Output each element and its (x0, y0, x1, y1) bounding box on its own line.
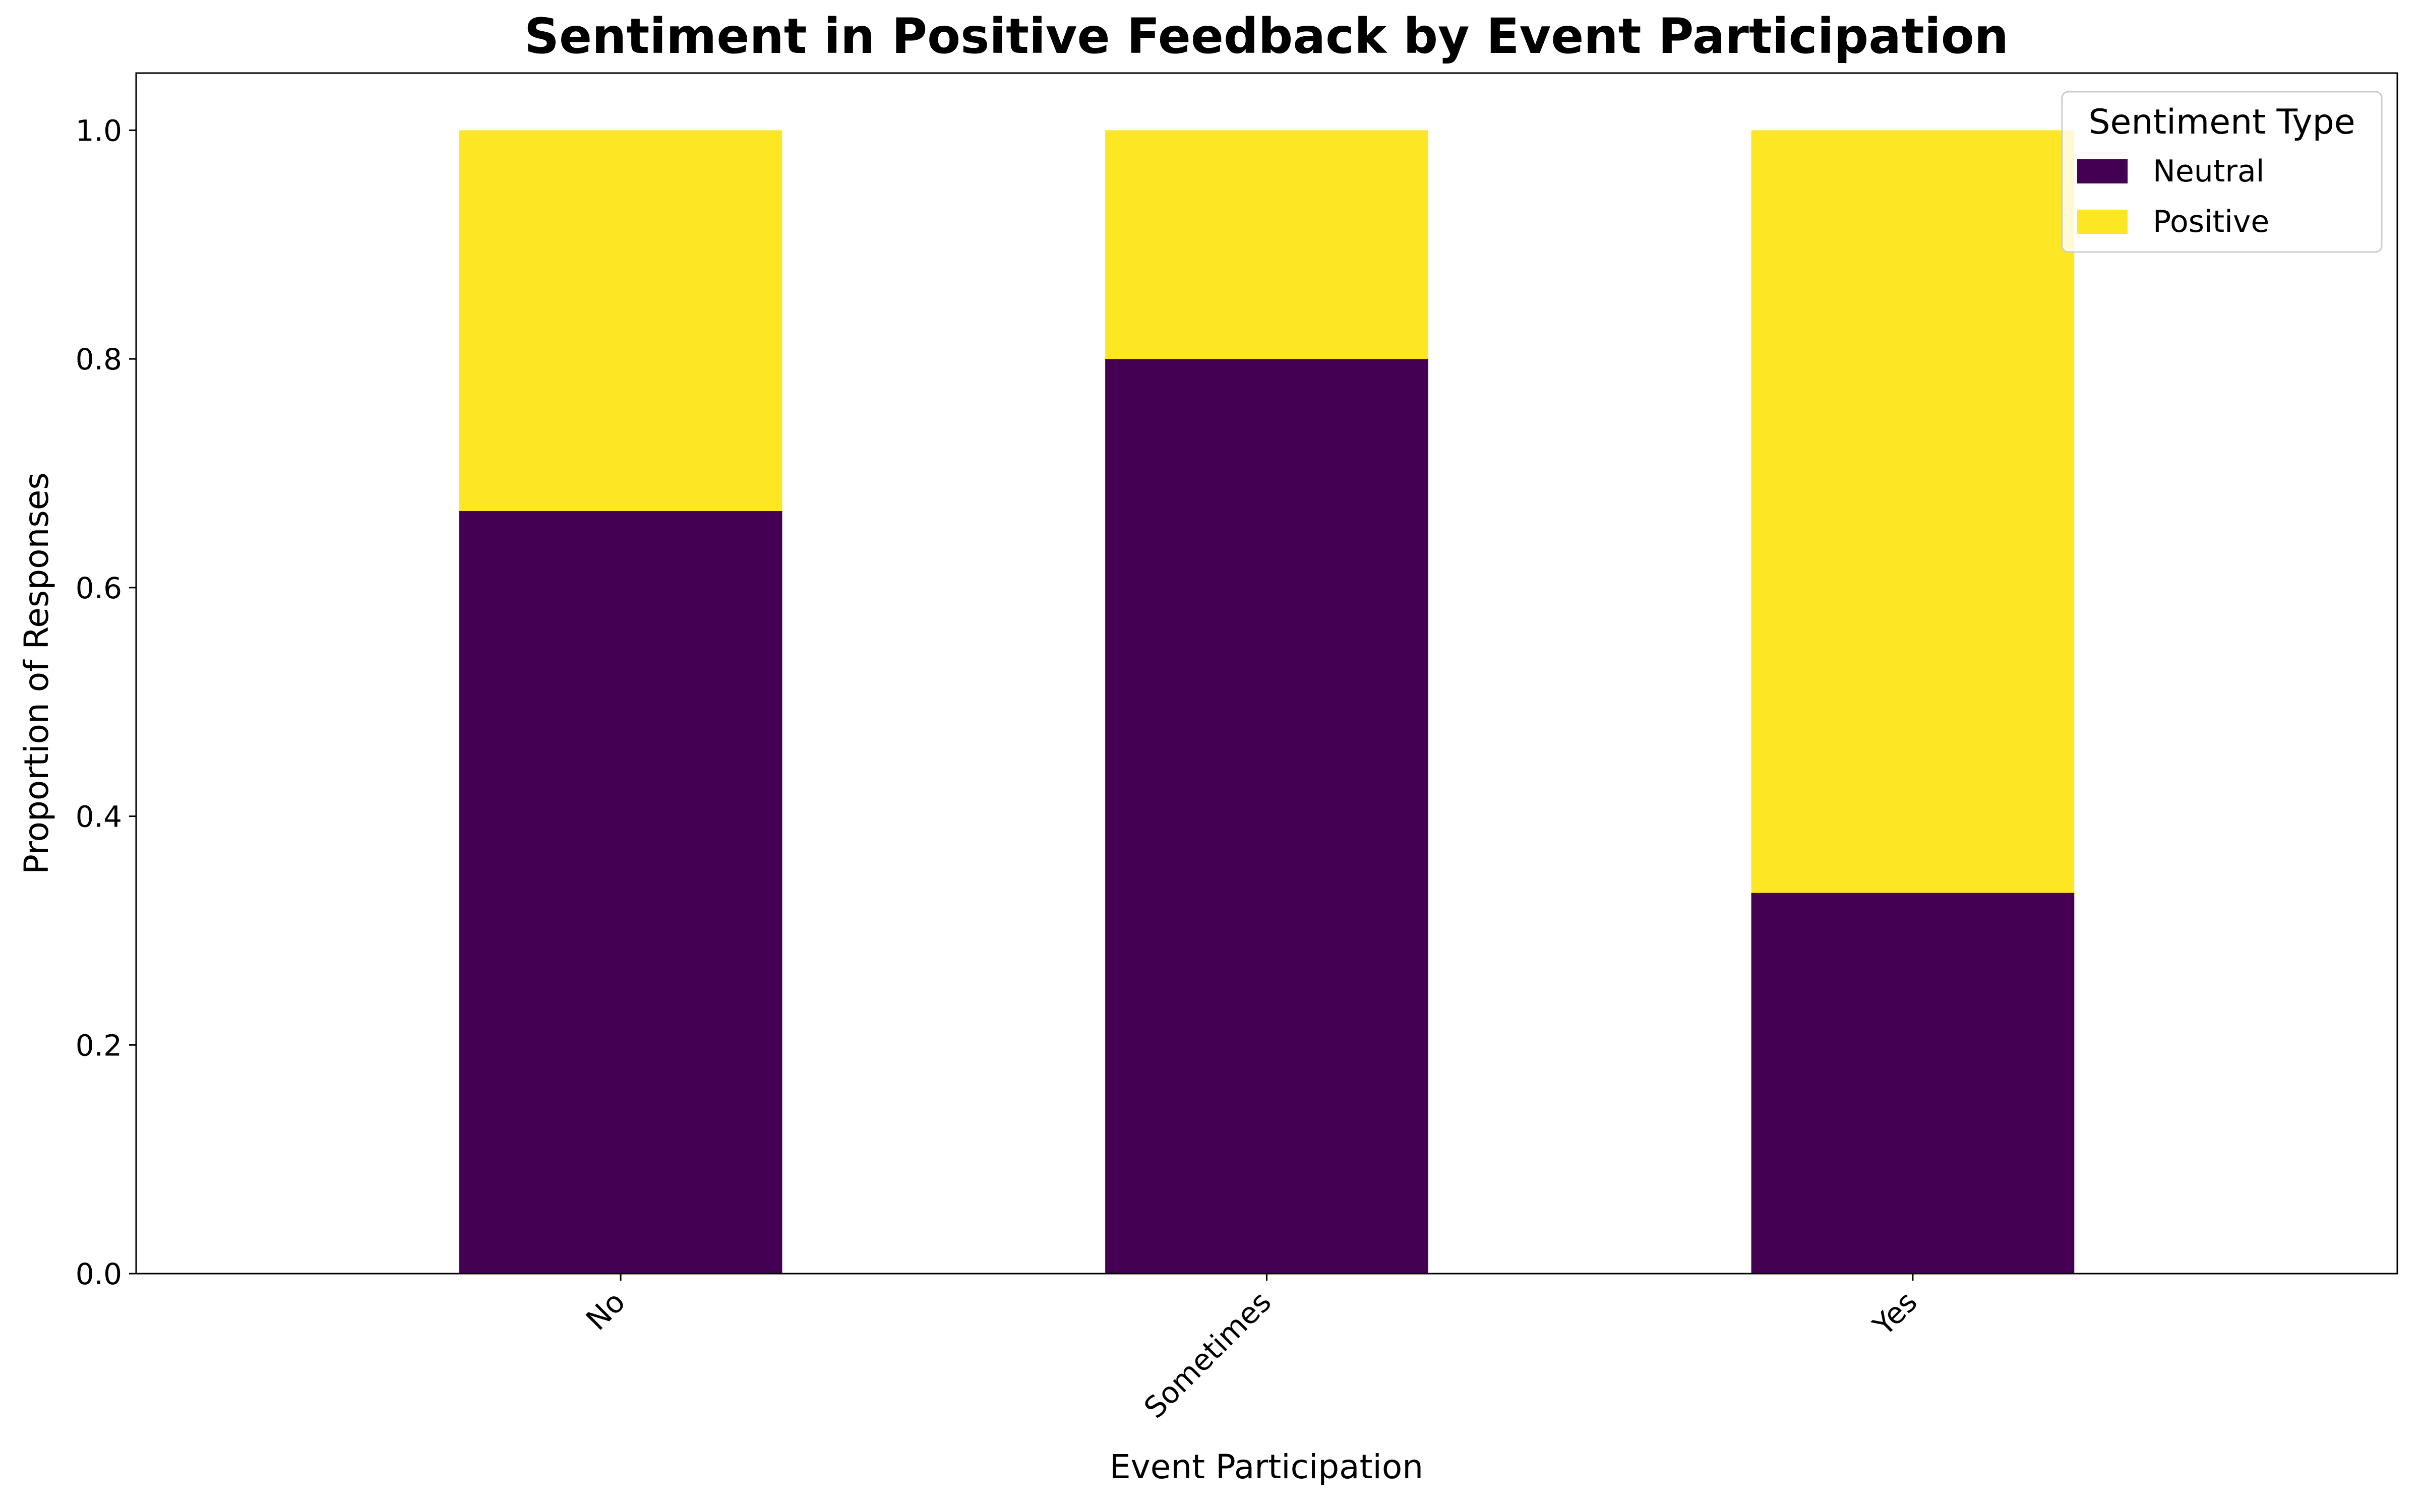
legend-label-positive: Positive (2153, 204, 2269, 239)
legend-swatch-positive (2077, 210, 2128, 234)
x-axis-label: Event Participation (1110, 1447, 1423, 1486)
bar-positive-sometimes (1105, 130, 1428, 359)
y-tick-label: 0.4 (76, 800, 122, 834)
bar-positive-yes (1751, 130, 2075, 893)
x-axis: No Sometimes Yes (579, 1274, 1924, 1425)
y-tick-label: 0.8 (76, 342, 122, 376)
legend-title: Sentiment Type (2088, 102, 2355, 142)
y-tick-label: 0.0 (76, 1257, 122, 1291)
bar-neutral-sometimes (1105, 359, 1428, 1274)
legend-box (2061, 91, 2383, 253)
y-tick-label: 0.6 (76, 571, 122, 605)
x-tick-label-no: No (579, 1285, 632, 1337)
y-tick-label: 1.0 (76, 113, 122, 148)
bar-neutral-no (459, 511, 782, 1274)
y-axis: 0.0 0.2 0.4 0.6 0.8 1.0 (76, 113, 136, 1291)
x-tick-label-sometimes: Sometimes (1137, 1285, 1278, 1425)
bars-layer (459, 130, 2075, 1274)
y-tick-label: 0.2 (76, 1028, 122, 1062)
bar-positive-no (459, 130, 782, 511)
legend-label-neutral: Neutral (2153, 154, 2264, 189)
legend: Sentiment Type Neutral Positive (2061, 91, 2383, 253)
chart-title: Sentiment in Positive Feedback by Event … (524, 8, 2009, 65)
x-tick-label-yes: Yes (1866, 1285, 1924, 1343)
bar-neutral-yes (1751, 893, 2075, 1274)
legend-swatch-neutral (2077, 159, 2128, 183)
y-axis-label: Proportion of Responses (17, 472, 56, 874)
